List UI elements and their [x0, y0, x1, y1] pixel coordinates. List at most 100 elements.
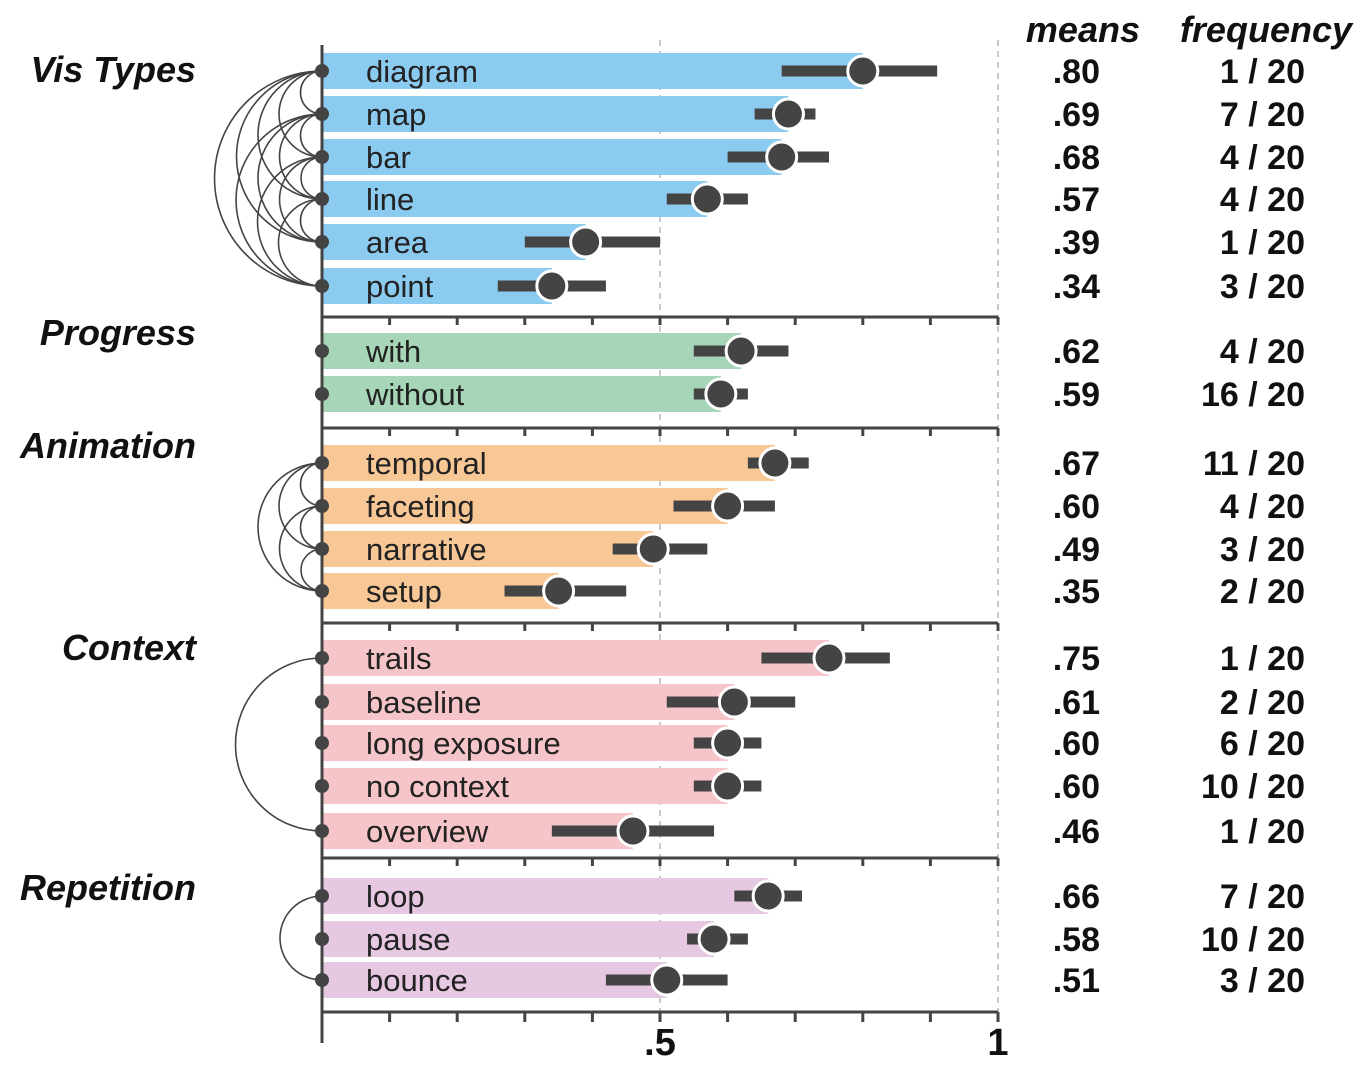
- arc-2-1: [278, 462, 323, 550]
- arc-0-3: [235, 70, 323, 243]
- node-3-3: [315, 779, 329, 793]
- arc-0-6: [278, 113, 323, 200]
- mean-value-0-3: .57: [1053, 181, 1100, 219]
- arc-2-0: [299, 462, 323, 507]
- group-title-0: Vis Types: [31, 49, 196, 90]
- mean-value-3-1: .61: [1053, 684, 1100, 722]
- category-label-0-4: area: [366, 225, 429, 260]
- arc-0-9: [300, 156, 323, 200]
- mean-value-0-0: .80: [1053, 53, 1100, 91]
- mean-value-3-2: .60: [1053, 725, 1100, 763]
- mean-dot-4-2: [650, 963, 684, 997]
- mean-dot-0-0: [846, 54, 880, 88]
- arc-0-8: [235, 113, 323, 287]
- category-label-2-1: faceting: [366, 489, 475, 524]
- bar-0-2: [322, 139, 782, 175]
- category-label-2-2: narrative: [366, 532, 487, 567]
- category-label-0-3: line: [366, 182, 414, 217]
- bar-3-2: [322, 725, 728, 761]
- marks-layer: [497, 54, 938, 997]
- frequency-value-0-3: 4 / 20: [1220, 181, 1305, 219]
- mean-value-0-4: .39: [1053, 224, 1100, 262]
- x-tick-label-0: .5: [644, 1022, 676, 1064]
- arc-0-1: [278, 70, 323, 158]
- mean-dot-3-3: [711, 769, 745, 803]
- mean-dot-0-5: [535, 269, 569, 303]
- mean-dot-3-0: [812, 641, 846, 675]
- category-label-2-3: setup: [366, 574, 442, 609]
- mean-value-4-2: .51: [1053, 962, 1100, 1000]
- bar-1-1: [322, 376, 721, 412]
- bar-0-3: [322, 181, 708, 217]
- arc-0-12: [299, 198, 323, 243]
- bar-1-0: [322, 333, 742, 369]
- node-3-1: [315, 695, 329, 709]
- mean-dot-0-3: [690, 182, 724, 216]
- category-label-0-1: map: [366, 97, 426, 132]
- bar-4-0: [322, 878, 769, 914]
- frequency-value-0-4: 1 / 20: [1220, 224, 1305, 262]
- mean-value-2-1: .60: [1053, 488, 1100, 526]
- mean-value-3-4: .46: [1053, 813, 1100, 851]
- arc-4-0: [279, 895, 323, 981]
- group-title-1: Progress: [40, 312, 196, 353]
- arc-0-5: [299, 113, 323, 158]
- category-label-0-0: diagram: [366, 54, 478, 89]
- bar-2-0: [322, 445, 775, 481]
- frequency-value-3-2: 6 / 20: [1220, 725, 1305, 763]
- mean-dot-4-0: [751, 879, 785, 913]
- arc-0-7: [257, 113, 323, 243]
- frequency-value-0-1: 7 / 20: [1220, 96, 1305, 134]
- arc-0-4: [213, 70, 323, 287]
- frequency-value-3-1: 2 / 20: [1220, 684, 1305, 722]
- arc-2-4: [278, 505, 323, 592]
- mean-dot-3-1: [717, 685, 751, 719]
- category-label-4-0: loop: [366, 879, 425, 914]
- arc-0-0: [299, 70, 323, 115]
- node-4-1: [315, 932, 329, 946]
- mean-dot-2-1: [711, 489, 745, 523]
- group-title-3: Context: [62, 627, 198, 668]
- category-label-4-2: bounce: [366, 963, 468, 998]
- frequency-value-0-2: 4 / 20: [1220, 139, 1305, 177]
- mean-value-1-1: .59: [1053, 376, 1100, 414]
- mean-value-0-2: .68: [1053, 139, 1100, 177]
- mean-dot-1-1: [704, 377, 738, 411]
- mean-dot-3-2: [711, 726, 745, 760]
- arc-0-10: [278, 156, 323, 243]
- mean-dot-0-2: [765, 140, 799, 174]
- frequency-value-4-1: 10 / 20: [1201, 921, 1305, 959]
- arc-0-2: [257, 70, 323, 200]
- group-title-2: Animation: [19, 425, 196, 466]
- mean-dot-1-0: [724, 334, 758, 368]
- mean-value-3-3: .60: [1053, 768, 1100, 806]
- mean-dot-2-2: [636, 532, 670, 566]
- mean-dot-0-1: [771, 97, 805, 131]
- frequency-value-0-5: 3 / 20: [1220, 268, 1305, 306]
- frequency-value-1-1: 16 / 20: [1201, 376, 1305, 414]
- category-label-3-2: long exposure: [366, 726, 561, 761]
- bar-2-2: [322, 531, 654, 567]
- category-label-0-5: point: [366, 269, 434, 304]
- mean-dot-2-0: [758, 446, 792, 480]
- arc-3-0: [234, 657, 323, 832]
- category-label-2-0: temporal: [366, 446, 487, 481]
- mean-dot-0-4: [569, 225, 603, 259]
- bar-0-1: [322, 96, 789, 132]
- mean-value-4-1: .58: [1053, 921, 1100, 959]
- mean-value-0-5: .34: [1053, 268, 1100, 306]
- mean-value-2-2: .49: [1053, 531, 1100, 569]
- arc-2-5: [300, 548, 323, 592]
- category-label-0-2: bar: [366, 140, 411, 175]
- arc-0-11: [256, 156, 323, 287]
- frequency-value-4-0: 7 / 20: [1220, 878, 1305, 916]
- frequency-value-1-0: 4 / 20: [1220, 333, 1305, 371]
- category-label-3-3: no context: [366, 769, 509, 804]
- bar-3-0: [322, 640, 829, 676]
- frequency-value-3-0: 1 / 20: [1220, 640, 1305, 678]
- grid-layer: [659, 40, 999, 1012]
- node-1-0: [315, 344, 329, 358]
- frequency-value-2-1: 4 / 20: [1220, 488, 1305, 526]
- bar-0-0: [322, 53, 863, 89]
